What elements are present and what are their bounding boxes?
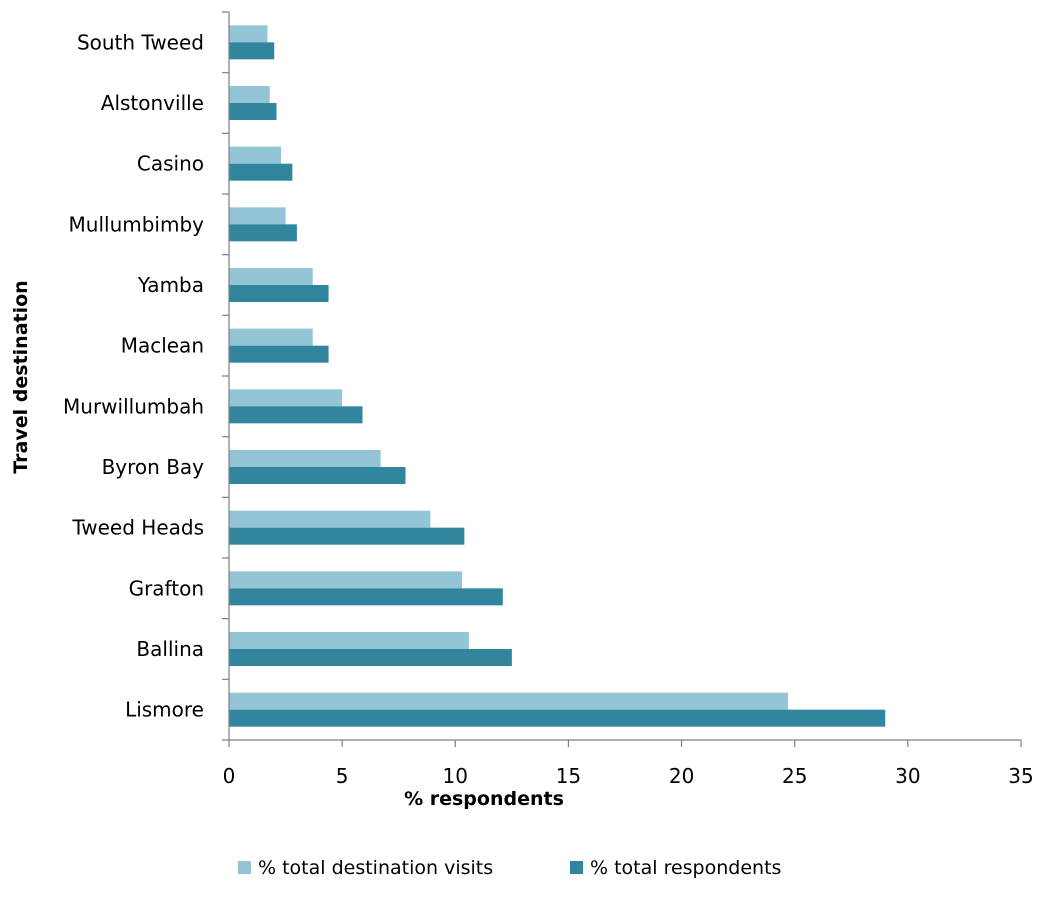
x-tick-label: 20: [669, 764, 694, 788]
bar-respondents-ballina: [229, 649, 512, 666]
bar-destination-visits-lismore: [229, 692, 788, 710]
category-label: Murwillumbah: [63, 394, 204, 418]
x-tick-label: 0: [223, 764, 236, 788]
bar-destination-visits-south-tweed: [229, 25, 268, 43]
x-tick-label: 15: [556, 764, 581, 788]
x-tick-label: 10: [443, 764, 468, 788]
bar-destination-visits-yamba: [229, 268, 313, 285]
x-tick-label: 25: [782, 764, 807, 788]
legend-label-destination-visits: % total destination visits: [258, 857, 493, 879]
legend-swatch-respondents: [570, 861, 583, 874]
category-label: Grafton: [129, 576, 204, 600]
bar-destination-visits-maclean: [229, 328, 313, 346]
bar-respondents-casino: [229, 163, 293, 181]
category-label: Ballina: [136, 637, 204, 661]
category-label: Alstonville: [101, 91, 204, 115]
category-label: Yamba: [137, 273, 204, 297]
bars-layer: [229, 25, 886, 727]
category-label: Mullumbimby: [69, 212, 205, 236]
category-label: South Tweed: [77, 30, 204, 54]
x-tick-label: 5: [336, 764, 349, 788]
labels-layer: South Tweed Alstonville Casino Mullumbimby Y…: [63, 30, 1034, 788]
bar-respondents-south-tweed: [229, 42, 275, 60]
bar-respondents-tweed-heads: [229, 527, 465, 545]
x-axis-title: % respondents: [404, 788, 564, 810]
category-label: Maclean: [121, 334, 204, 358]
category-label: Byron Bay: [102, 455, 205, 479]
bar-respondents-maclean: [229, 345, 329, 363]
legend-swatch-destination-visits: [238, 861, 251, 874]
axis-layer: [222, 11, 1022, 747]
y-axis-title: Travel destination: [10, 280, 32, 473]
category-label: Lismore: [125, 698, 204, 722]
bar-destination-visits-ballina: [229, 632, 469, 649]
bar-respondents-mullumbimby: [229, 224, 297, 242]
bar-respondents-alstonville: [229, 103, 277, 120]
category-label: Casino: [137, 152, 204, 176]
bar-respondents-grafton: [229, 588, 503, 606]
bar-respondents-murwillumbah: [229, 406, 363, 424]
bar-destination-visits-byron-bay: [229, 450, 381, 467]
x-tick-label: 35: [1008, 764, 1033, 788]
x-tick-label: 30: [895, 764, 920, 788]
bar-respondents-yamba: [229, 285, 329, 302]
bar-destination-visits-murwillumbah: [229, 389, 343, 407]
bar-destination-visits-tweed-heads: [229, 510, 431, 528]
bar-respondents-byron-bay: [229, 467, 406, 484]
legend: % total destination visits % total respon…: [238, 857, 781, 879]
bar-destination-visits-grafton: [229, 571, 463, 589]
category-label: Tweed Heads: [71, 516, 204, 540]
bar-destination-visits-alstonville: [229, 86, 270, 103]
bar-destination-visits-mullumbimby: [229, 207, 286, 225]
bar-respondents-lismore: [229, 709, 886, 727]
legend-label-respondents: % total respondents: [590, 857, 781, 879]
bar-destination-visits-casino: [229, 146, 282, 164]
